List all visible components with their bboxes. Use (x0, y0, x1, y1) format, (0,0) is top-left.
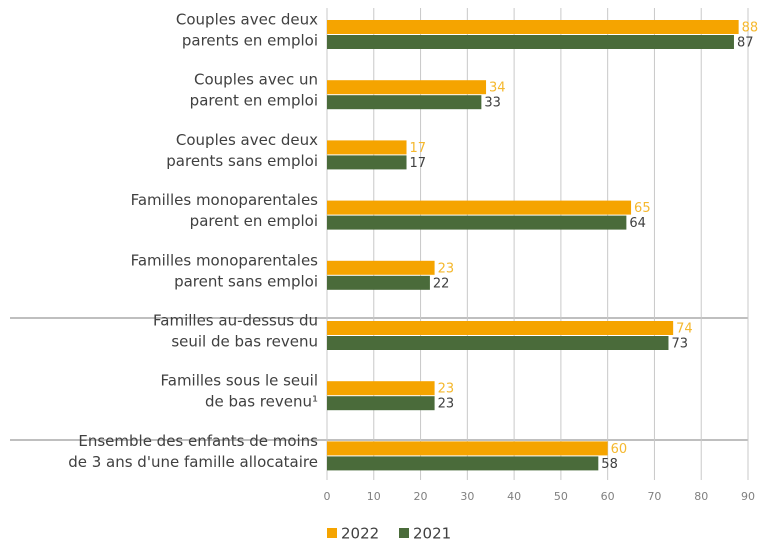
bar (327, 381, 435, 396)
value-label: 65 (634, 201, 651, 216)
bar (327, 321, 674, 335)
category-label: Familles sous le seuil (161, 372, 319, 390)
bar (327, 275, 430, 290)
bar (327, 260, 435, 275)
bar (327, 441, 608, 456)
legend-swatch (399, 528, 409, 538)
bar (327, 396, 435, 411)
category-label: parents en emploi (182, 32, 318, 50)
value-label: 34 (489, 81, 506, 96)
x-tick-label: 0 (324, 490, 331, 503)
x-tick-label: 60 (601, 490, 615, 503)
bar (327, 155, 407, 170)
category-label: de bas revenu¹ (205, 393, 318, 411)
value-label: 87 (737, 36, 754, 51)
category-label: parent sans emploi (174, 272, 318, 290)
category-label: seuil de bas revenu (171, 333, 318, 351)
bar (327, 215, 627, 230)
value-label: 64 (629, 216, 646, 231)
x-tick-label: 20 (414, 490, 428, 503)
legend-label: 2021 (413, 525, 451, 542)
x-tick-label: 10 (367, 490, 381, 503)
category-label: Couples avec un (194, 71, 318, 89)
bar (327, 35, 734, 49)
bar (327, 140, 407, 155)
value-label: 60 (611, 442, 628, 457)
value-label: 23 (438, 382, 455, 397)
bar (327, 456, 599, 471)
category-label: parent en emploi (190, 212, 318, 230)
value-label: 23 (438, 397, 455, 412)
value-label: 22 (433, 276, 450, 291)
category-label: Couples avec deux (176, 131, 318, 149)
value-label: 73 (671, 337, 688, 352)
category-label: de 3 ans d'une famille allocataire (68, 453, 318, 471)
category-label: Ensemble des enfants de moins (78, 432, 318, 450)
category-label: Familles monoparentales (131, 191, 319, 209)
value-label: 33 (484, 96, 501, 111)
value-label: 23 (438, 261, 455, 276)
bar (327, 20, 739, 34)
category-label: Couples avec deux (176, 11, 318, 29)
x-tick-label: 40 (507, 490, 521, 503)
bar (327, 95, 482, 110)
bar (327, 200, 632, 215)
x-tick-label: 70 (647, 490, 661, 503)
bar (327, 336, 669, 350)
value-label: 17 (410, 141, 427, 156)
category-label: Familles au-dessus du (153, 312, 318, 330)
x-tick-label: 50 (554, 490, 568, 503)
x-tick-label: 30 (460, 490, 474, 503)
value-label: 88 (742, 21, 759, 36)
category-label: Familles monoparentales (131, 251, 319, 269)
category-label: parent en emploi (190, 92, 318, 110)
bar (327, 80, 487, 95)
value-label: 17 (410, 156, 427, 171)
value-label: 58 (601, 457, 618, 472)
x-tick-label: 90 (741, 490, 755, 503)
legend-label: 2022 (341, 525, 379, 542)
value-label: 74 (676, 322, 693, 337)
legend-swatch (327, 528, 337, 538)
x-tick-label: 80 (694, 490, 708, 503)
category-label: parents sans emploi (166, 152, 318, 170)
